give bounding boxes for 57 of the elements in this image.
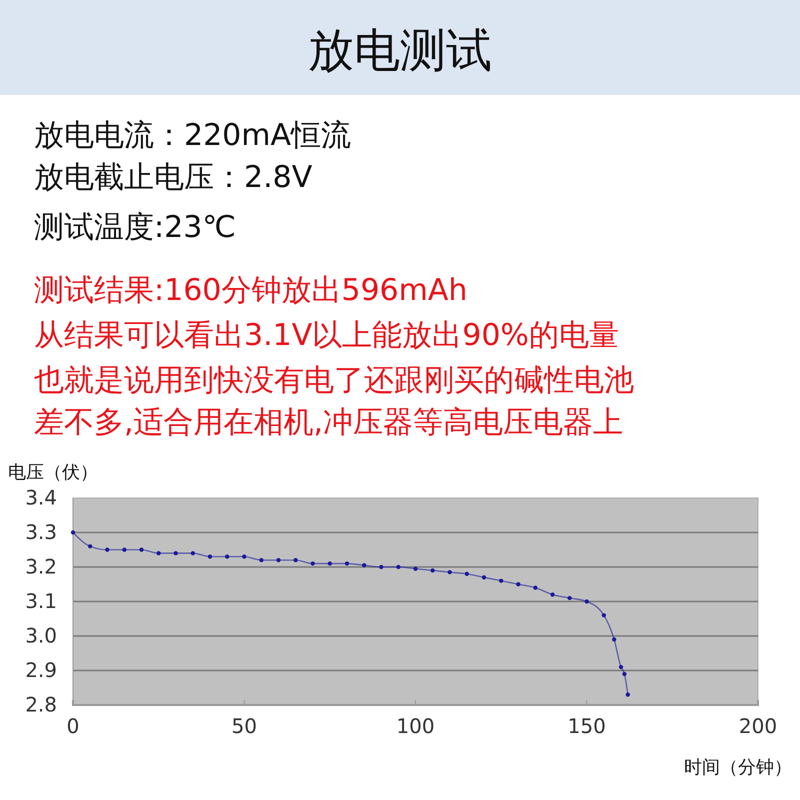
point	[550, 592, 555, 597]
point	[626, 692, 630, 697]
x-tick-label: 150	[568, 714, 606, 738]
x-tick-label: 0	[66, 714, 80, 738]
point	[310, 561, 315, 566]
point	[174, 551, 178, 556]
point	[482, 575, 486, 580]
point	[122, 548, 126, 552]
point	[568, 596, 572, 600]
point	[618, 664, 624, 670]
y-tick-label: 3.2	[25, 554, 57, 578]
point	[242, 554, 246, 559]
x-axis-title: 时间（分钟）	[684, 757, 792, 778]
x-tick-label: 100	[396, 714, 435, 738]
point	[448, 570, 452, 574]
y-tick-label: 3.1	[25, 588, 57, 613]
point	[139, 548, 144, 552]
x-tick-label: 200	[738, 714, 778, 738]
point	[294, 558, 298, 562]
text: 从结果可以看出3.1V以上能放出90%的电量	[34, 318, 619, 353]
text: 放电截止电压：2.8V	[34, 160, 313, 195]
point	[464, 572, 469, 576]
text: 差不多,适合用在相机,冲压器等高电压电器上	[34, 405, 624, 440]
point	[259, 558, 264, 562]
y-axis-title: 电压（伏）	[8, 462, 98, 483]
point	[516, 582, 520, 586]
point	[396, 564, 400, 570]
y-tick-label: 2.8	[25, 692, 57, 716]
text: 也就是说用到快没有电了还跟刚买的碱性电池	[34, 363, 634, 398]
point	[362, 563, 366, 568]
point	[430, 568, 435, 573]
text: 测试结果:160分钟放出596mAh	[34, 273, 468, 308]
point	[208, 554, 212, 559]
point	[328, 561, 332, 566]
text: 测试温度:23℃	[34, 210, 236, 245]
y-tick-label: 2.9	[25, 658, 57, 682]
chart-title: 放电测试	[308, 23, 492, 77]
x-tick-label: 50	[232, 714, 257, 738]
point	[584, 599, 589, 604]
point	[612, 637, 616, 642]
y-tick-label: 3.3	[25, 520, 57, 544]
point	[276, 558, 281, 562]
y-tick-label: 3.4	[25, 485, 57, 510]
point	[344, 561, 350, 566]
text: 放电电流：220mA恒流	[34, 118, 352, 153]
point	[190, 551, 195, 556]
point	[602, 613, 606, 618]
point	[379, 564, 384, 570]
point	[413, 566, 418, 571]
y-tick-label: 3.0	[25, 623, 57, 648]
point	[622, 672, 627, 676]
point	[533, 586, 538, 590]
point	[499, 578, 504, 583]
point	[225, 554, 230, 559]
point	[88, 544, 92, 548]
point	[156, 551, 161, 556]
point	[105, 548, 110, 552]
